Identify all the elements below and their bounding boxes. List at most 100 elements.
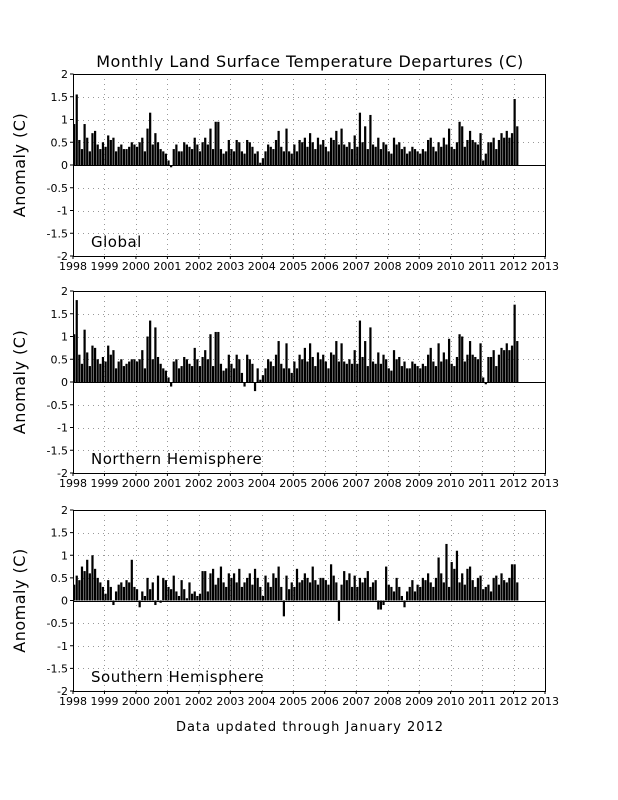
bar <box>482 377 485 382</box>
x-tick-label: 2010 <box>437 477 465 490</box>
x-tick-label: 2012 <box>500 260 528 273</box>
y-tick-label: -1.5 <box>47 662 68 675</box>
bar <box>327 151 330 165</box>
bar <box>316 352 320 382</box>
y-tick-label: -2 <box>57 467 68 480</box>
bar <box>510 345 514 382</box>
bar <box>280 146 283 165</box>
bar <box>369 114 372 165</box>
bar <box>374 146 377 165</box>
bar <box>356 146 359 165</box>
bar <box>196 359 199 382</box>
bar <box>78 354 81 382</box>
bar <box>516 341 519 382</box>
panel-label: Northern Hemisphere <box>91 450 262 468</box>
bar <box>101 586 105 601</box>
bar <box>128 361 131 382</box>
bar <box>120 582 123 601</box>
bar <box>274 354 278 382</box>
bar <box>88 151 91 165</box>
bar <box>209 334 212 382</box>
bar <box>269 586 272 601</box>
x-tick-label: 2001 <box>153 260 181 273</box>
x-tick-label: 2006 <box>311 695 339 708</box>
bar <box>513 99 516 165</box>
bar <box>246 577 249 601</box>
bar <box>133 144 136 165</box>
bar <box>240 586 244 601</box>
x-tick-label: 2004 <box>248 260 276 273</box>
bar <box>492 350 495 382</box>
bar <box>371 361 375 382</box>
bar <box>379 600 383 610</box>
bar <box>75 94 78 165</box>
x-tick-label: 2005 <box>279 260 307 273</box>
bar <box>447 338 451 382</box>
bar <box>398 142 401 165</box>
bar <box>177 595 181 601</box>
bar <box>455 550 459 601</box>
bar <box>471 139 474 165</box>
bar <box>188 582 191 601</box>
bar <box>114 591 118 601</box>
bar <box>361 582 364 601</box>
bar <box>484 153 487 166</box>
bar <box>408 151 411 165</box>
bar <box>374 363 377 382</box>
bar <box>400 149 403 165</box>
bar <box>324 580 327 601</box>
bar <box>295 151 299 165</box>
bar <box>135 361 139 382</box>
bar <box>232 151 236 165</box>
bar <box>88 573 91 601</box>
bar <box>162 368 165 382</box>
footer-note: Data updated through January 2012 <box>176 720 444 735</box>
bar <box>117 146 120 165</box>
bar <box>154 600 157 606</box>
bar <box>259 586 262 601</box>
bar <box>222 153 225 166</box>
bar <box>445 359 448 382</box>
x-tick-label: 2007 <box>342 695 370 708</box>
bar <box>309 133 312 165</box>
bar <box>337 144 341 165</box>
bar <box>453 568 456 601</box>
bar <box>471 354 474 382</box>
y-tick-label: -2 <box>57 250 68 263</box>
bar <box>427 354 430 382</box>
y-tick-label: 1 <box>61 114 68 127</box>
bar <box>345 580 348 601</box>
bar <box>293 586 296 601</box>
bar <box>251 584 254 601</box>
bar <box>411 361 414 382</box>
bar <box>468 566 472 601</box>
bar <box>280 586 283 601</box>
bar <box>219 363 223 382</box>
bar <box>238 568 241 601</box>
bar <box>442 582 445 601</box>
bar <box>214 584 217 601</box>
bar <box>256 577 259 601</box>
bar <box>484 586 487 601</box>
bar <box>442 137 445 165</box>
bar <box>411 146 414 165</box>
bar <box>217 331 220 382</box>
bar <box>301 580 304 601</box>
bar <box>479 133 482 165</box>
bar <box>434 366 438 382</box>
bar <box>343 144 346 165</box>
bar <box>225 151 228 165</box>
bar <box>120 144 123 165</box>
bar <box>151 582 154 601</box>
bar <box>175 359 178 382</box>
x-tick-label: 2000 <box>122 695 150 708</box>
bar <box>211 568 215 601</box>
bar <box>225 586 228 601</box>
bar <box>424 366 427 382</box>
bar <box>513 304 516 382</box>
x-tick-label: 2007 <box>342 477 370 490</box>
bar <box>364 577 367 601</box>
bar <box>107 345 110 382</box>
bar <box>80 149 84 165</box>
x-tick-label: 1998 <box>59 477 87 490</box>
